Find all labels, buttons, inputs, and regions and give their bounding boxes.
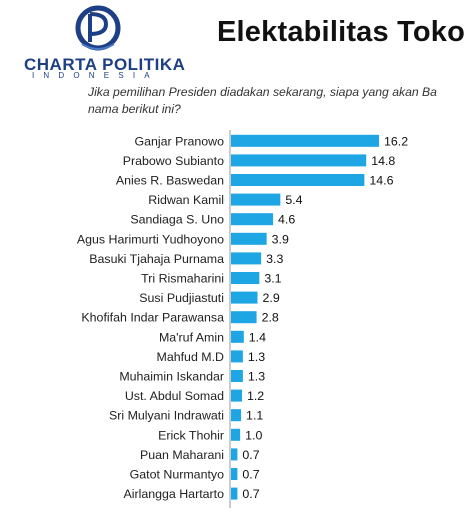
- value-label: 1.1: [246, 409, 263, 423]
- category-label: Anies R. Baswedan: [116, 174, 224, 188]
- bar: [231, 330, 244, 343]
- bar: [231, 272, 260, 284]
- category-label: Ridwan Kamil: [148, 193, 224, 207]
- category-label: Agus Harimurti Yudhoyono: [77, 232, 224, 246]
- value-label: 2.9: [262, 291, 279, 305]
- value-label: 14.8: [371, 154, 395, 168]
- category-label: Sri Mulyani Indrawati: [109, 409, 224, 423]
- category-label: Mahfud M.D: [157, 350, 225, 364]
- logo-subtitle: INDONESIA: [32, 71, 159, 80]
- category-label: Airlangga Hartarto: [123, 487, 224, 501]
- category-label: Gatot Nurmantyo: [130, 468, 224, 482]
- category-label: Basuki Tjahaja Purnama: [89, 252, 224, 266]
- charta-politika-logo: CHARTA POLITIKA INDONESIA: [10, 4, 200, 80]
- bar: [231, 487, 238, 500]
- survey-question: Jika pemilihan Presiden diadakan sekaran…: [88, 85, 437, 116]
- value-label: 1.2: [247, 389, 264, 403]
- category-label: Muhaimin Iskandar: [119, 370, 224, 384]
- logo-name: CHARTA POLITIKA: [24, 55, 186, 74]
- bar: [231, 350, 243, 363]
- value-label: 5.4: [285, 193, 302, 207]
- bar: [231, 193, 281, 206]
- value-label: 0.7: [242, 487, 259, 501]
- bar: [231, 174, 365, 186]
- bar: [231, 252, 262, 265]
- category-label: Ganjar Pranowo: [134, 134, 224, 148]
- bar: [231, 448, 238, 461]
- category-label: Puan Maharani: [140, 448, 224, 462]
- bar: [231, 370, 243, 382]
- category-label: Susi Pudjiastuti: [139, 291, 224, 305]
- bar: [231, 154, 367, 167]
- value-label: 14.6: [369, 174, 393, 188]
- value-label: 16.2: [384, 134, 408, 148]
- bar: [231, 409, 242, 422]
- value-label: 1.4: [249, 330, 266, 344]
- value-label: 1.3: [248, 370, 265, 384]
- category-label: Ma'ruf Amin: [159, 330, 224, 344]
- bar: [231, 134, 379, 147]
- value-label: 1.0: [245, 428, 262, 442]
- value-label: 4.6: [278, 213, 295, 227]
- value-label: 3.1: [264, 272, 281, 286]
- bar: [231, 291, 258, 304]
- bar: [231, 232, 267, 245]
- value-label: 1.3: [248, 350, 265, 364]
- category-label: Khofifah Indar Parawansa: [81, 311, 224, 325]
- globe-logo-icon: [75, 5, 121, 51]
- bar: [231, 389, 242, 402]
- category-label: Prabowo Subianto: [123, 154, 224, 168]
- category-label: Sandiaga S. Uno: [130, 213, 224, 227]
- value-label: 0.7: [242, 448, 259, 462]
- bar: [231, 213, 274, 226]
- bar: [231, 468, 238, 480]
- bar: [231, 428, 241, 441]
- page-title: Elektabilitas Toko: [217, 16, 466, 48]
- value-label: 0.7: [242, 468, 259, 482]
- bar: [231, 311, 257, 324]
- category-label: Erick Thohir: [158, 428, 224, 442]
- value-label: 3.9: [272, 232, 289, 246]
- category-label: Ust. Abdul Somad: [125, 389, 224, 403]
- category-label: Tri Rismaharini: [141, 272, 224, 286]
- value-label: 2.8: [262, 311, 279, 325]
- value-label: 3.3: [266, 252, 283, 266]
